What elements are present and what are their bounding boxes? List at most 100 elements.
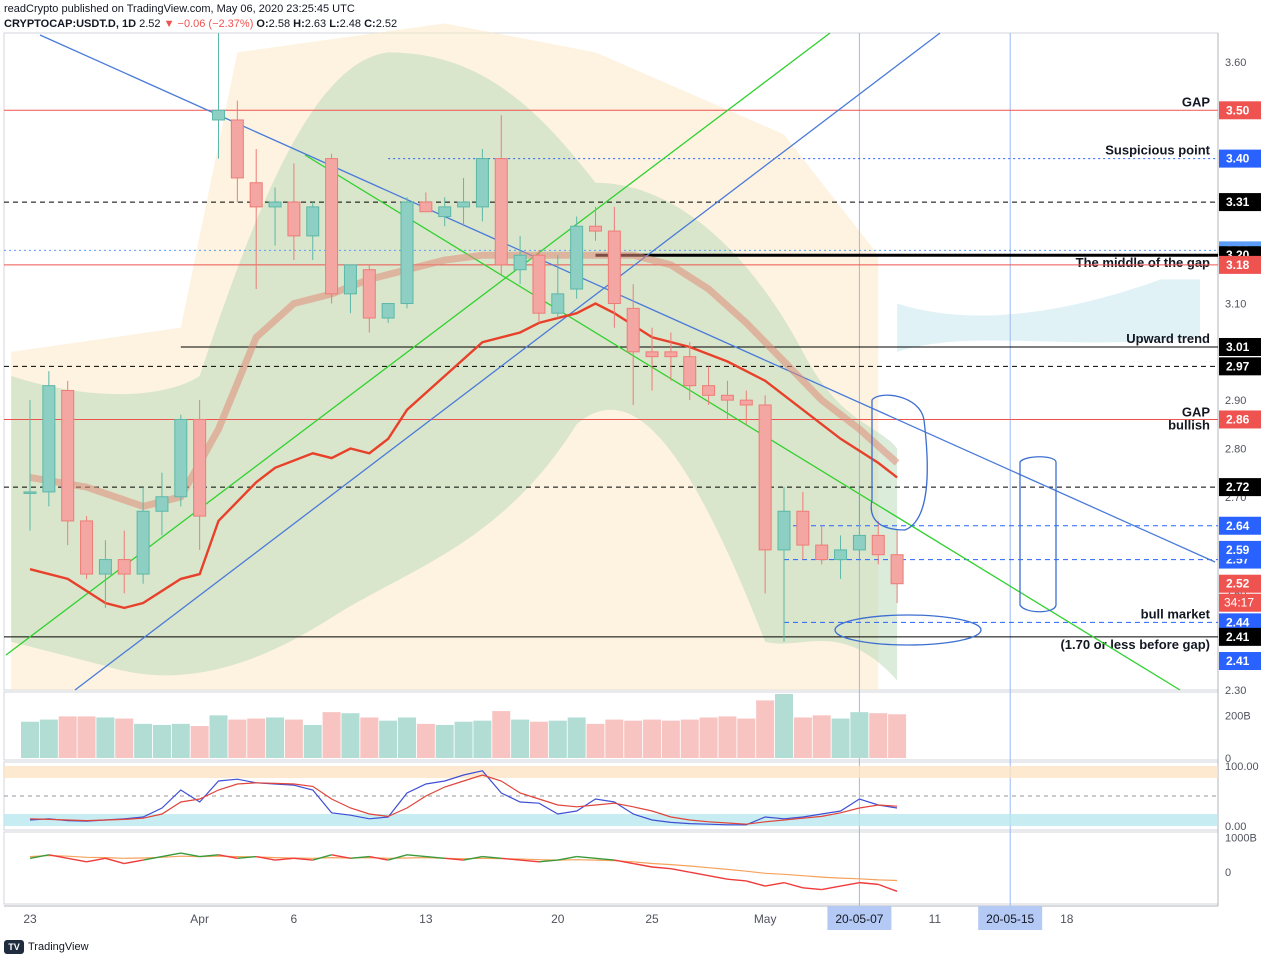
osc-line-segment bbox=[614, 859, 634, 865]
candle-body bbox=[362, 269, 376, 319]
price-badge-2.72: 2.72 bbox=[1226, 480, 1250, 494]
stoch-d-line bbox=[29, 774, 898, 825]
osc-line-segment bbox=[256, 855, 276, 861]
candle-body bbox=[834, 549, 848, 561]
tradingview-logo-icon: TV bbox=[4, 940, 24, 954]
high-value: 2.63 bbox=[304, 18, 327, 30]
candle-body bbox=[513, 254, 527, 271]
volume-bar bbox=[586, 723, 605, 758]
candle-body bbox=[607, 230, 621, 305]
volume-bar bbox=[190, 726, 209, 758]
price-badge-3.01: 3.01 bbox=[1226, 340, 1250, 354]
osc-line-segment bbox=[199, 854, 219, 858]
volume-bar bbox=[605, 719, 624, 758]
open-value: 2.58 bbox=[268, 18, 291, 30]
stoch-k-line bbox=[29, 770, 898, 826]
candle-body bbox=[438, 206, 452, 218]
candle-body bbox=[739, 399, 753, 406]
candle-body bbox=[683, 356, 697, 387]
symbol-name: CRYPTOCAP:USDT.D, 1D bbox=[4, 18, 137, 30]
osc-line-segment bbox=[161, 852, 181, 858]
candle-body bbox=[98, 559, 112, 575]
price-badge-2.44: 2.44 bbox=[1226, 615, 1250, 629]
date-marker-bg bbox=[978, 906, 1043, 930]
osc-line-segment bbox=[29, 854, 49, 860]
candle-body bbox=[777, 510, 791, 551]
candle-body bbox=[419, 201, 433, 213]
low-value: 2.48 bbox=[339, 18, 362, 30]
volume-bar bbox=[416, 723, 435, 758]
candle-body bbox=[871, 534, 885, 556]
volume-bar bbox=[58, 716, 77, 758]
level-label: (1.70 or less before gap) bbox=[1060, 637, 1210, 652]
volume-bar bbox=[831, 718, 850, 758]
volume-bar bbox=[548, 720, 567, 758]
osc-line-segment bbox=[48, 854, 68, 860]
volume-bar bbox=[473, 720, 492, 758]
time-tick-label: 20 bbox=[551, 912, 565, 926]
candle-body bbox=[23, 491, 37, 494]
candle-body bbox=[400, 201, 414, 305]
annotation-target-range bbox=[1019, 456, 1057, 613]
osc-line-segment bbox=[444, 857, 464, 861]
candle-body bbox=[645, 351, 659, 358]
footer: TV TradingView bbox=[4, 940, 89, 954]
volume-bar bbox=[341, 713, 360, 758]
level-label: GAP bbox=[1182, 94, 1211, 109]
volume-bar bbox=[379, 720, 398, 758]
candle-body bbox=[758, 404, 772, 551]
price-badge-extra-2.59-bg bbox=[1219, 540, 1261, 559]
volume-bar bbox=[624, 720, 643, 758]
osc-tick-label: 0 bbox=[1225, 867, 1231, 879]
osc-line-segment bbox=[142, 855, 163, 861]
volume-bar bbox=[529, 721, 548, 758]
candle-body bbox=[174, 418, 188, 498]
candle-body bbox=[343, 264, 357, 295]
candle-body bbox=[532, 254, 546, 314]
volume-bar bbox=[152, 724, 171, 758]
level-label-gap-bullish-2: bullish bbox=[1168, 417, 1210, 432]
last-price: 2.52 bbox=[139, 18, 161, 30]
level-label: Suspicious point bbox=[1105, 143, 1210, 158]
price-badge-2.64: 2.64 bbox=[1226, 519, 1250, 533]
price-badge-3.18-bg bbox=[1219, 255, 1261, 274]
volume-bar bbox=[115, 718, 134, 758]
candle-body bbox=[457, 201, 471, 208]
osc-line-segment bbox=[124, 859, 144, 865]
candle-body bbox=[61, 389, 75, 522]
osc-tick-label: 1000B bbox=[1225, 832, 1257, 844]
volume-bar bbox=[775, 694, 793, 758]
price-badge-extra-2.52: 2.52 bbox=[1226, 577, 1250, 591]
volume-bar bbox=[492, 711, 511, 758]
volume-bar bbox=[850, 712, 869, 758]
osc-line-segment bbox=[180, 852, 200, 858]
volume-bar bbox=[756, 700, 775, 758]
osc-line-segment bbox=[520, 859, 540, 863]
price-tick-label: 2.90 bbox=[1225, 395, 1246, 407]
date-marker-label: 20-05-15 bbox=[986, 912, 1034, 926]
osc-line-segment bbox=[670, 868, 690, 873]
volume-bar bbox=[869, 713, 888, 758]
candle-body bbox=[626, 307, 640, 353]
volume-bar bbox=[21, 721, 39, 758]
symbol-line: CRYPTOCAP:USDT.D, 1D 2.52 ▼ −0.06 (−2.37… bbox=[4, 18, 398, 30]
volume-bar bbox=[322, 712, 341, 758]
volume-bar bbox=[266, 717, 285, 758]
osc-line-segment bbox=[651, 866, 671, 870]
candle-body bbox=[852, 534, 866, 551]
osc-line-segment bbox=[274, 857, 294, 861]
candle-body bbox=[702, 385, 716, 396]
price-badge-3.18: 3.18 bbox=[1226, 258, 1250, 272]
price-tick-label: 3.60 bbox=[1225, 57, 1246, 69]
volume-bar bbox=[96, 717, 115, 758]
volume-bar bbox=[812, 715, 831, 758]
osc-line-segment bbox=[557, 855, 577, 861]
osc-signal-line bbox=[29, 854, 898, 882]
annotation-circle-range bbox=[870, 394, 928, 531]
annotation-bull-market-ellipse bbox=[834, 614, 982, 646]
osc-line-segment bbox=[218, 854, 238, 860]
candle-body bbox=[664, 351, 678, 358]
volume-bar bbox=[435, 724, 454, 758]
candle-body bbox=[230, 119, 244, 179]
